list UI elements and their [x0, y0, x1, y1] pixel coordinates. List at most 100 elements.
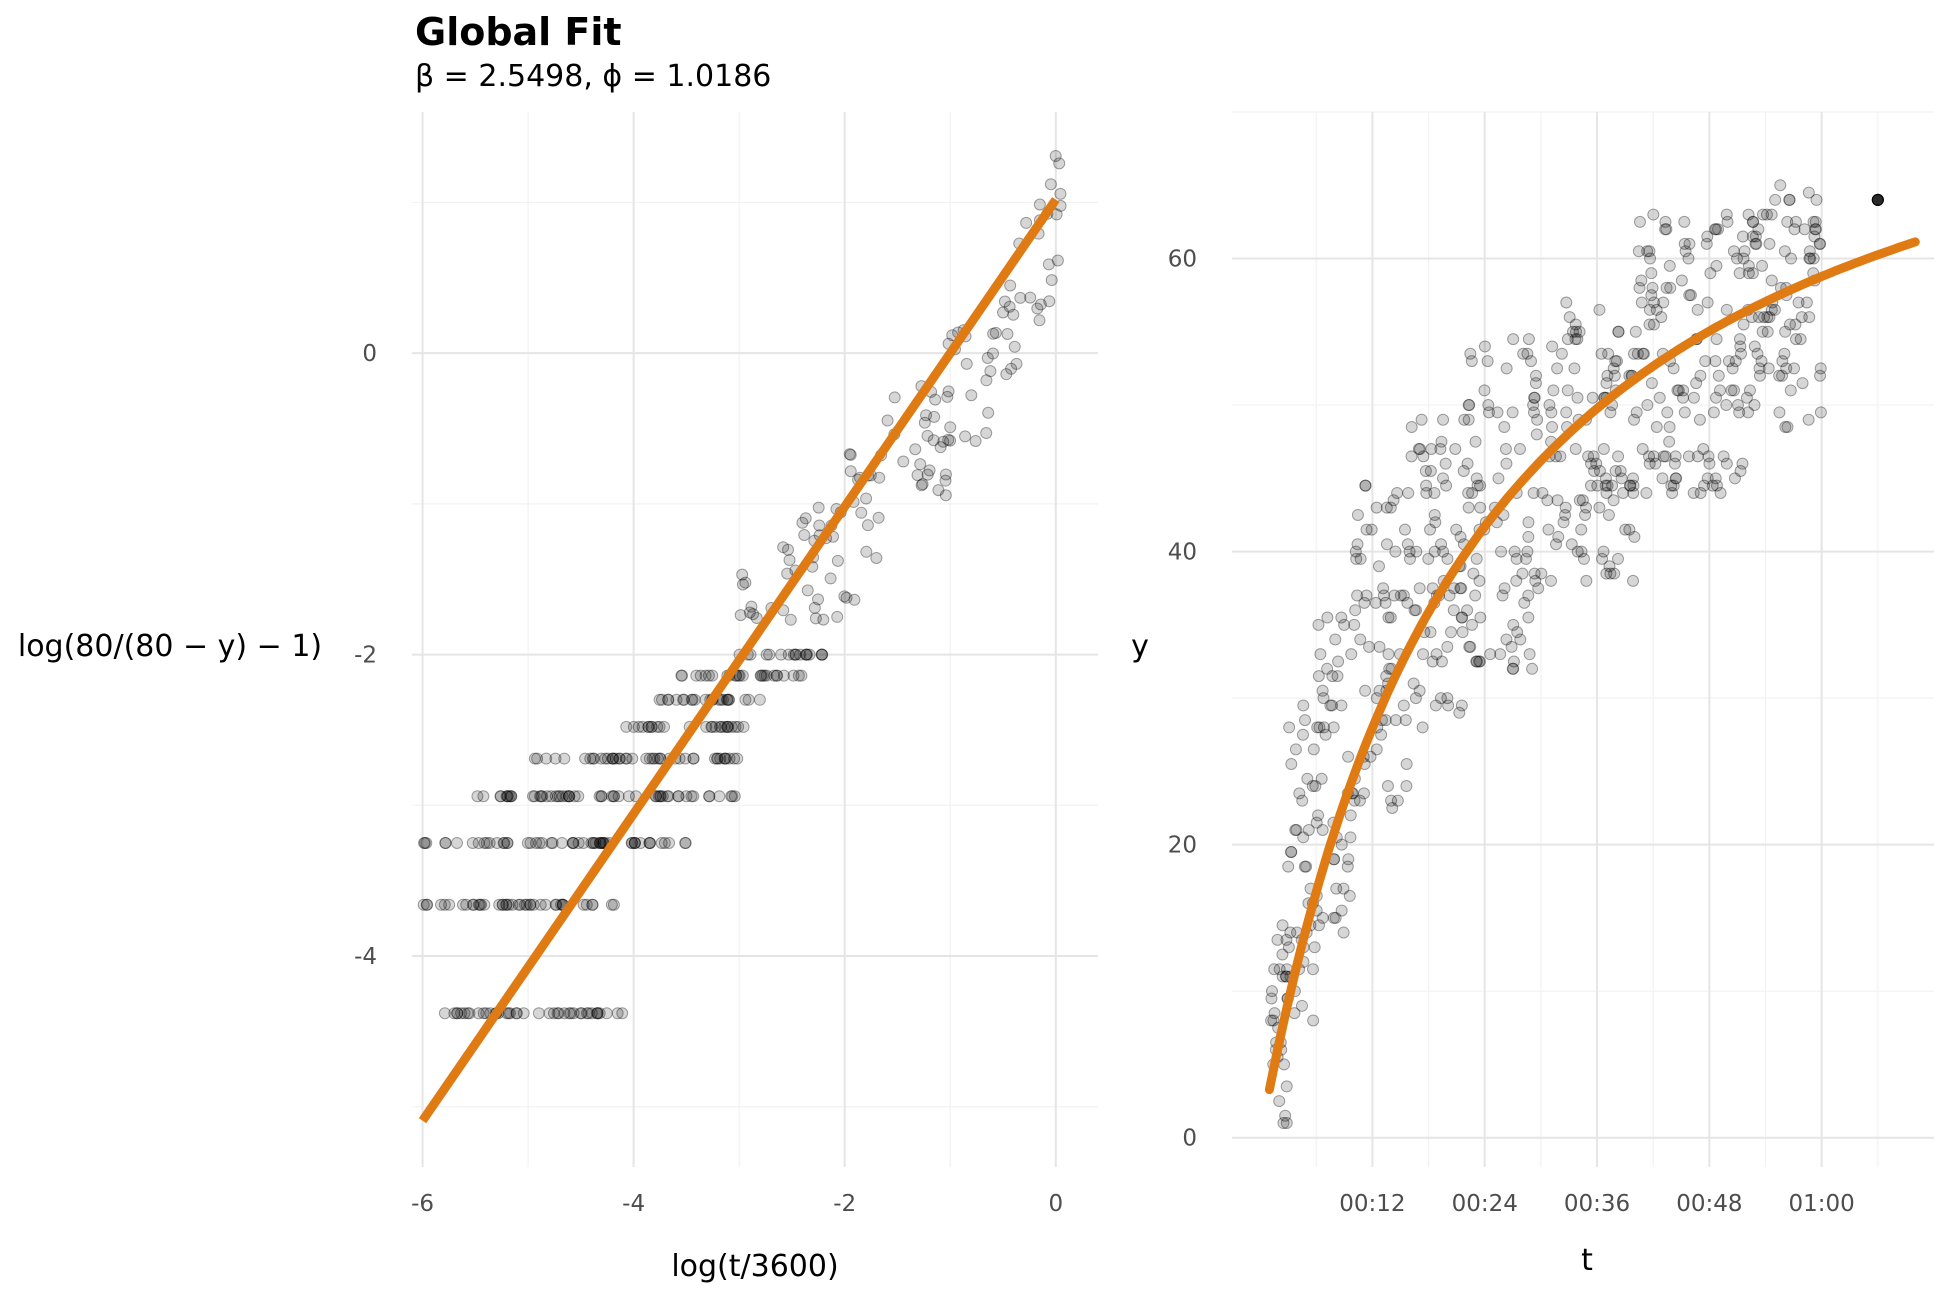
- right-data-point: [1753, 362, 1766, 375]
- right-data-point: [1671, 384, 1684, 397]
- right-data-point: [1577, 552, 1590, 565]
- right-data-point: [1409, 604, 1422, 617]
- left-data-point: [461, 1007, 474, 1020]
- right-data-point: [1296, 794, 1309, 807]
- left-data-point: [942, 433, 955, 446]
- right-data-point: [1469, 435, 1482, 448]
- right-data-point: [1398, 523, 1411, 536]
- left-data-point: [491, 836, 504, 849]
- left-data-point: [418, 836, 431, 849]
- right-data-point: [1532, 582, 1545, 595]
- right-data-point: [1702, 450, 1715, 463]
- left-data-point: [420, 836, 433, 849]
- left-data-point: [756, 669, 769, 682]
- left-data-point: [782, 648, 795, 661]
- right-data-point: [1664, 281, 1677, 294]
- right-data-point: [1710, 333, 1723, 346]
- right-data-point: [1391, 794, 1404, 807]
- right-data-point: [1720, 208, 1733, 221]
- left-data-point: [607, 752, 620, 765]
- right-data-point: [1541, 494, 1554, 507]
- left-data-point: [564, 1007, 577, 1020]
- right-data-point: [1569, 318, 1582, 331]
- right-data-point: [1434, 443, 1447, 456]
- left-data-point: [939, 489, 952, 502]
- right-data-point: [1742, 267, 1755, 280]
- left-data-point: [690, 669, 703, 682]
- right-data-point: [1403, 545, 1416, 558]
- right-data-point: [1481, 355, 1494, 368]
- left-data-point: [737, 720, 750, 733]
- right-data-point: [1727, 245, 1740, 258]
- right-data-point: [1635, 274, 1648, 287]
- right-data-point: [1586, 391, 1599, 404]
- right-data-point: [1289, 823, 1302, 836]
- right-data-point: [1623, 479, 1636, 492]
- left-data-point: [736, 669, 749, 682]
- left-data-point: [815, 648, 828, 661]
- left-data-point: [800, 648, 813, 661]
- right-data-point: [1570, 325, 1583, 338]
- left-data-point: [467, 898, 480, 911]
- left-data-point: [435, 898, 448, 911]
- left-data-point: [725, 720, 738, 733]
- right-data-point: [1720, 457, 1733, 470]
- right-data-point: [1571, 333, 1584, 346]
- right-data-point: [1285, 845, 1298, 858]
- right-data-point: [1276, 948, 1289, 961]
- right-data-point: [1635, 296, 1648, 309]
- right-data-point: [1449, 443, 1462, 456]
- right-data-point: [1329, 633, 1342, 646]
- left-data-point: [606, 790, 619, 803]
- left-data-point: [770, 669, 783, 682]
- left-data-point: [1003, 300, 1016, 313]
- left-data-point: [700, 720, 713, 733]
- right-data-point: [1474, 479, 1487, 492]
- right-data-point: [1298, 860, 1311, 873]
- right-data-point: [1596, 552, 1609, 565]
- right-data-point: [1546, 340, 1559, 353]
- right-data-point: [1500, 457, 1513, 470]
- right-data-point: [1597, 545, 1610, 558]
- left-data-point: [980, 374, 993, 387]
- right-data-point: [1543, 399, 1556, 412]
- right-data-point: [1342, 750, 1355, 763]
- right-data-point: [1496, 589, 1509, 602]
- left-data-point: [911, 469, 924, 482]
- right-data-point: [1602, 347, 1615, 360]
- left-data-point: [783, 554, 796, 567]
- right-data-point: [1526, 662, 1539, 675]
- right-y-tick-label: 40: [1168, 540, 1197, 566]
- right-data-point: [1789, 333, 1802, 346]
- right-data-point: [1420, 486, 1433, 499]
- right-data-point: [1575, 523, 1588, 536]
- right-data-point: [1773, 369, 1786, 382]
- right-data-point: [1321, 611, 1334, 624]
- right-data-point: [1676, 391, 1689, 404]
- left-data-point: [551, 1007, 564, 1020]
- right-data-point: [1683, 237, 1696, 250]
- right-data-point: [1454, 582, 1467, 595]
- right-data-point: [1808, 230, 1821, 243]
- right-data-point: [1417, 450, 1430, 463]
- right-data-point: [1518, 596, 1531, 609]
- left-data-point: [518, 898, 531, 911]
- right-data-point: [1584, 479, 1597, 492]
- chart-subtitle: β = 2.5498, ϕ = 1.0186: [415, 59, 771, 94]
- left-data-point: [600, 1007, 613, 1020]
- right-data-point: [1404, 552, 1417, 565]
- right-data-point: [1437, 413, 1450, 426]
- right-data-point: [1580, 501, 1593, 514]
- left-data-point: [702, 669, 715, 682]
- right-data-point: [1757, 311, 1770, 324]
- left-data-point: [558, 752, 571, 765]
- left-data-point: [568, 790, 581, 803]
- left-data-point: [528, 752, 541, 765]
- right-data-point: [1717, 450, 1730, 463]
- right-data-point: [1499, 443, 1512, 456]
- left-data-point: [645, 720, 658, 733]
- right-data-point: [1335, 611, 1348, 624]
- right-data-point: [1300, 860, 1313, 873]
- right-data-point: [1814, 362, 1827, 375]
- left-data-point: [577, 836, 590, 849]
